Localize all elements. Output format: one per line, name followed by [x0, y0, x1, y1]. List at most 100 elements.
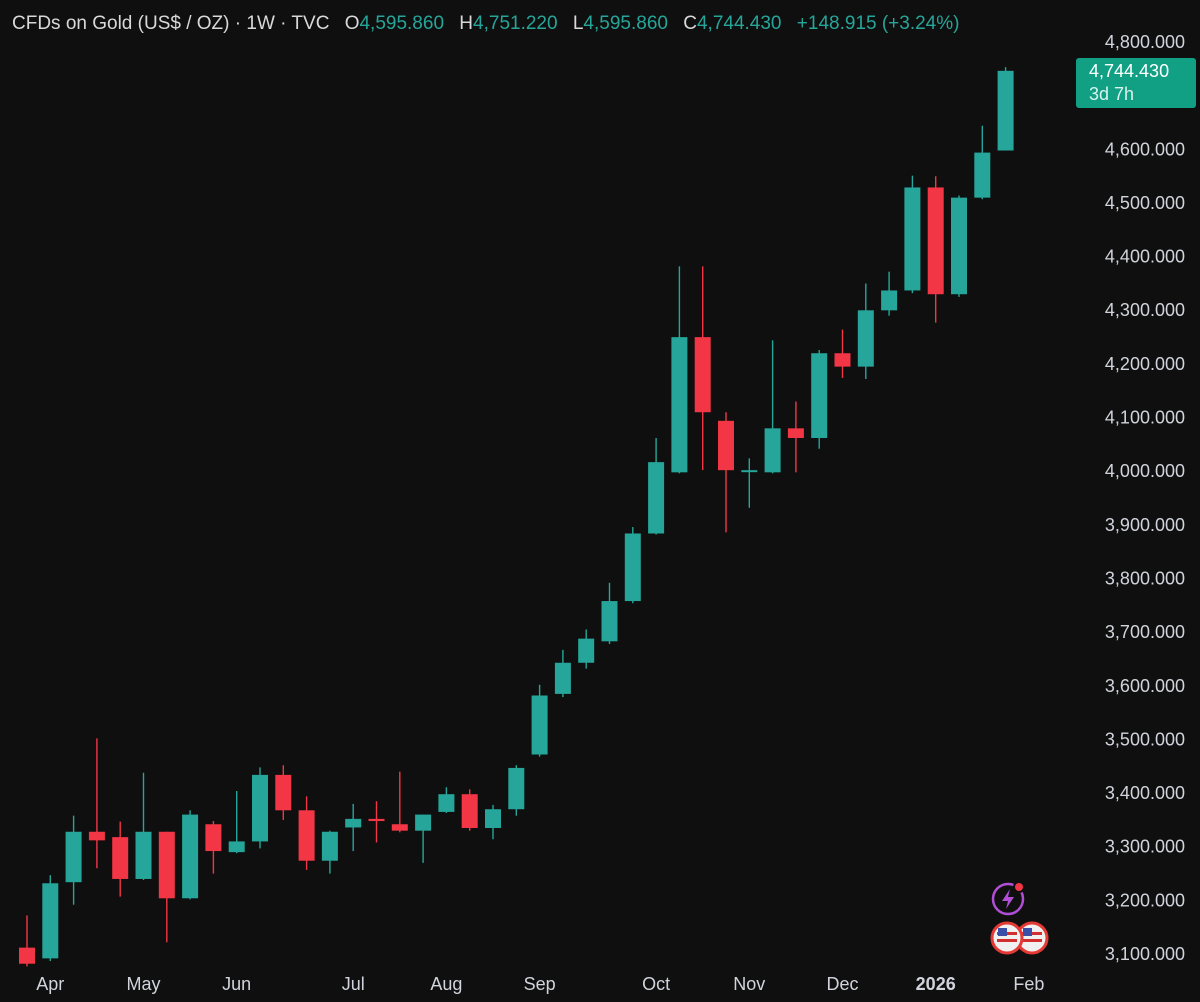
candle-body: [182, 814, 199, 899]
candle[interactable]: [554, 649, 571, 698]
candle[interactable]: [228, 790, 245, 854]
candle-body: [321, 831, 338, 861]
open-label: O: [344, 13, 360, 34]
candle[interactable]: [951, 195, 967, 297]
candle[interactable]: [974, 125, 991, 200]
candle[interactable]: [345, 803, 362, 852]
candle[interactable]: [531, 684, 548, 757]
candle[interactable]: [461, 789, 478, 831]
candle-body: [881, 290, 898, 311]
candle-body: [904, 187, 921, 291]
candle[interactable]: [764, 340, 781, 474]
candle[interactable]: [391, 771, 408, 833]
bar-countdown: 3d 7h: [1089, 84, 1135, 104]
candle-body: [391, 824, 408, 831]
y-tick-label: 4,200.000: [1105, 354, 1185, 374]
candle[interactable]: [648, 437, 665, 535]
x-tick-label: Jun: [222, 974, 251, 994]
candle-body: [531, 695, 548, 755]
y-tick-label: 4,100.000: [1105, 408, 1185, 428]
x-tick-label: Nov: [733, 974, 765, 994]
candle-body: [578, 638, 595, 663]
candle-body: [42, 883, 59, 959]
candle-body: [461, 794, 478, 829]
last-price: 4,744.430: [1089, 61, 1170, 81]
high-value: 4,751.220: [473, 13, 558, 34]
candle-body: [135, 831, 152, 879]
candle[interactable]: [438, 787, 455, 813]
lightning-alert-icon[interactable]: [990, 880, 1028, 918]
candle[interactable]: [508, 765, 525, 816]
candle[interactable]: [368, 801, 385, 843]
close-value: 4,744.430: [696, 13, 782, 34]
candle-body: [857, 310, 874, 367]
low-value: 4,595.860: [583, 13, 668, 34]
candle-body: [228, 841, 245, 853]
x-tick-label: Oct: [642, 974, 670, 994]
candle[interactable]: [42, 875, 59, 962]
candle[interactable]: [158, 831, 175, 943]
x-tick-label: Dec: [826, 974, 858, 994]
candle[interactable]: [857, 283, 874, 379]
candle[interactable]: [182, 810, 199, 900]
candle-body: [252, 774, 268, 842]
x-tick-label: May: [126, 974, 160, 994]
candle[interactable]: [787, 401, 804, 473]
candle[interactable]: [834, 329, 851, 378]
high-label: H: [459, 13, 474, 34]
candle-body: [624, 533, 641, 602]
candle[interactable]: [298, 796, 315, 870]
candle-body: [485, 809, 501, 829]
candle[interactable]: [112, 821, 129, 897]
last-price-tag: 4,744.430 3d 7h: [1076, 58, 1196, 108]
y-tick-label: 3,700.000: [1105, 622, 1185, 642]
candle[interactable]: [88, 738, 105, 869]
candle[interactable]: [578, 629, 595, 669]
y-tick-label: 4,500.000: [1105, 193, 1185, 213]
candle[interactable]: [624, 527, 641, 604]
candle[interactable]: [601, 582, 618, 644]
y-tick-label: 3,600.000: [1105, 676, 1185, 696]
candle-body: [834, 353, 851, 367]
y-axis: 4,800.0004,700.0004,600.0004,500.0004,40…: [1105, 32, 1185, 964]
candle-body: [65, 831, 82, 883]
candle-body: [764, 428, 781, 473]
y-tick-label: 3,800.000: [1105, 568, 1185, 588]
candle-body: [112, 837, 129, 879]
candle[interactable]: [321, 830, 338, 874]
candle[interactable]: [718, 412, 734, 533]
candle[interactable]: [741, 458, 758, 508]
x-tick-label: Feb: [1013, 974, 1044, 994]
y-tick-label: 3,400.000: [1105, 783, 1185, 803]
symbol-label: CFDs on Gold (US$ / OZ) · 1W · TVC: [12, 13, 330, 34]
candle[interactable]: [19, 915, 35, 967]
candle-body: [275, 774, 292, 811]
candle-body: [298, 810, 315, 861]
candle[interactable]: [135, 772, 152, 881]
candle-body: [648, 462, 665, 534]
candle-body: [951, 197, 967, 295]
x-tick-label: 2026: [916, 974, 956, 994]
open-value: 4,595.860: [359, 13, 445, 34]
y-tick-label: 4,400.000: [1105, 247, 1185, 267]
candle[interactable]: [415, 814, 432, 863]
candle[interactable]: [927, 176, 944, 323]
candle-body: [601, 601, 618, 642]
us-flag-events-icon[interactable]: [988, 920, 1050, 956]
candle[interactable]: [881, 271, 898, 316]
candle[interactable]: [694, 266, 711, 471]
candle-body: [158, 831, 175, 899]
candle[interactable]: [65, 815, 82, 905]
candle[interactable]: [485, 804, 501, 840]
candle-body: [415, 814, 432, 831]
close-label: C: [683, 13, 697, 34]
candle[interactable]: [997, 67, 1014, 151]
candle[interactable]: [671, 266, 688, 474]
candle-body: [811, 353, 828, 438]
candle[interactable]: [811, 350, 828, 449]
candle[interactable]: [275, 765, 292, 820]
candle[interactable]: [904, 175, 921, 294]
candle[interactable]: [252, 767, 268, 849]
candle[interactable]: [205, 821, 222, 874]
